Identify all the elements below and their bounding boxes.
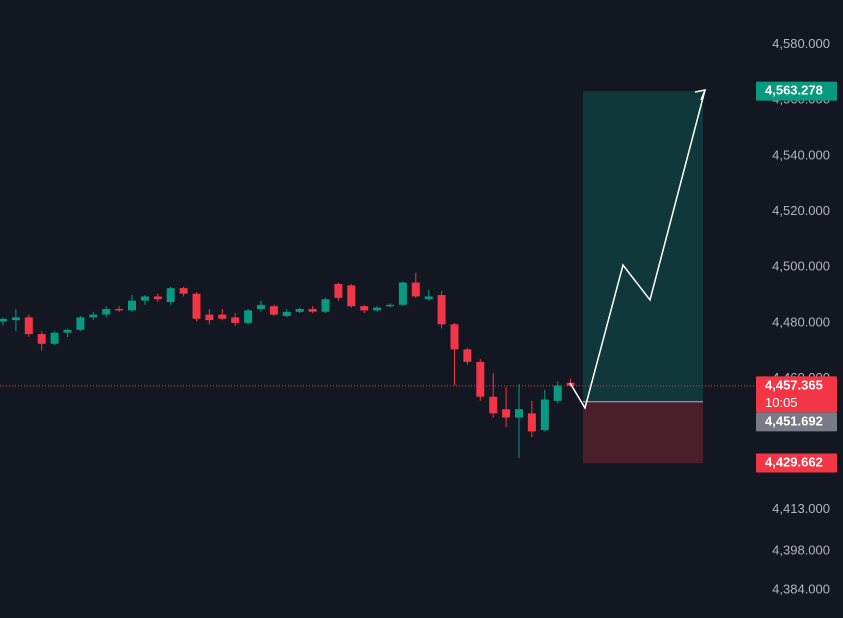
candle-body (128, 300, 136, 311)
candle-body (63, 329, 72, 333)
y-tick-label: 4,398.000 (772, 543, 830, 558)
y-tick-label: 4,480.000 (772, 314, 830, 329)
stop-zone (583, 401, 703, 464)
candle-body (450, 324, 459, 350)
candle-body (347, 285, 356, 307)
y-tick-label: 4,413.000 (772, 501, 830, 516)
candle-body (424, 296, 433, 300)
candle-body (398, 282, 407, 305)
candle-body (166, 288, 175, 303)
candle-body (295, 309, 304, 312)
y-tick-label: 4,520.000 (772, 203, 830, 218)
candle-body (386, 304, 394, 307)
candle-body (411, 282, 420, 297)
candle-body (476, 361, 485, 397)
candle-body (334, 283, 343, 298)
candle-body (257, 304, 265, 309)
candle-body (360, 306, 369, 311)
projection-path (569, 89, 706, 410)
price-tag (756, 453, 837, 473)
candle-body (76, 317, 85, 330)
y-tick-label: 4,580.000 (772, 36, 830, 51)
candle-body (244, 310, 253, 323)
projection-arrowhead (694, 88, 707, 101)
candle-body (102, 309, 111, 315)
candle-body (308, 309, 317, 312)
candle-body (437, 295, 446, 325)
countdown-label: 10:05 (765, 395, 798, 410)
candle-body (463, 349, 472, 362)
candle-body (553, 385, 562, 401)
candle-body (489, 396, 498, 414)
price-tag-label: 4,451.692 (765, 413, 823, 428)
candle-body (502, 409, 511, 418)
price-tag (756, 412, 837, 432)
candle-body (282, 311, 291, 316)
candle-body (37, 334, 46, 344)
candle-body (115, 309, 124, 311)
candle-body (218, 314, 227, 319)
candle-body (269, 306, 278, 315)
candle-body (527, 413, 536, 432)
candle-body (373, 307, 382, 311)
price-tag (756, 376, 837, 413)
y-tick-label: 4,500.000 (772, 259, 830, 274)
candle-body (192, 293, 201, 319)
candle-body (540, 399, 549, 431)
candle-body (205, 314, 214, 321)
candle-body (231, 317, 240, 323)
price-tag (756, 81, 837, 101)
y-tick-label: 4,384.000 (772, 582, 830, 597)
candle-body (50, 332, 59, 344)
candle-body (11, 317, 20, 321)
y-tick-label: 4,540.000 (772, 147, 830, 162)
price-tag-label: 4,563.278 (765, 83, 823, 98)
candle-body (0, 318, 7, 322)
candle-body (515, 409, 523, 418)
candle-body (179, 288, 188, 294)
candle-body (140, 296, 149, 301)
price-tag-label: 4,457.365 (765, 377, 823, 392)
candle-body (321, 299, 330, 312)
candle-body (153, 296, 162, 300)
target-zone (583, 91, 703, 402)
candle-body (24, 317, 33, 335)
price-tag-label: 4,429.662 (765, 454, 823, 469)
candle-body (89, 314, 98, 318)
